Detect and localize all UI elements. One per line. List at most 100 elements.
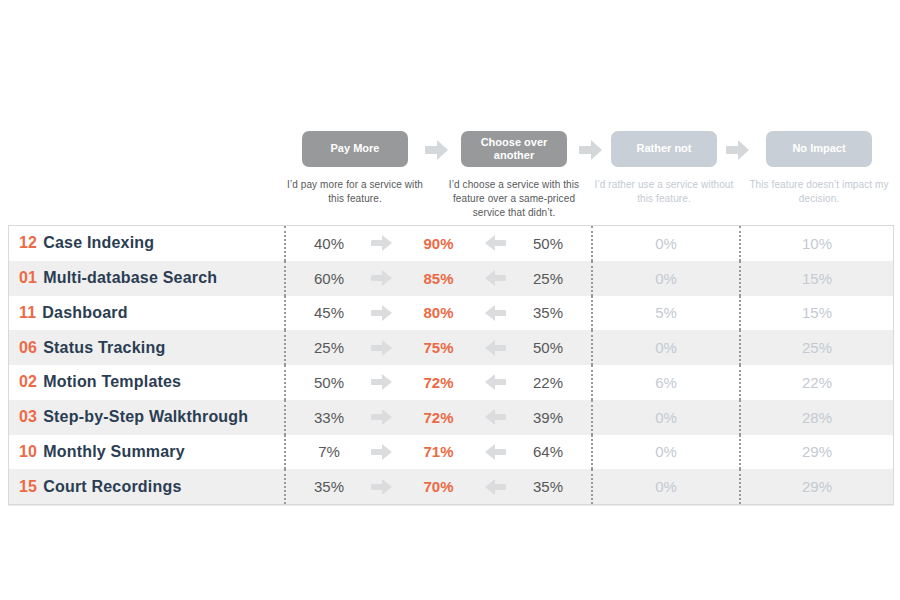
combined-total-value: 80% — [408, 304, 470, 321]
feature-survey-infographic: Pay More I’d pay more for a service with… — [0, 0, 900, 600]
choose-over-value: 35% — [523, 304, 573, 321]
legend-group-choose-over: Choose over another I’d choose a service… — [429, 131, 599, 221]
legend-description-rather-not: I’d rather use a service without this fe… — [588, 178, 740, 206]
no-impact-cell: 28% — [739, 400, 893, 435]
feature-number: 11 — [19, 304, 36, 322]
choose-over-value: 22% — [523, 374, 573, 391]
rather-not-value: 5% — [655, 304, 677, 321]
feature-label: Case Indexing — [43, 234, 154, 252]
no-impact-value: 10% — [802, 235, 832, 252]
arrow-left-icon — [485, 374, 507, 390]
feature-label: Dashboard — [42, 304, 127, 322]
legend-chip-choose-over[interactable]: Choose over another — [461, 131, 567, 167]
combined-total-value: 71% — [408, 443, 470, 460]
rather-not-value: 0% — [655, 443, 677, 460]
pay-more-value: 25% — [304, 339, 354, 356]
pay-choose-cell: 45% 80% 35% — [284, 296, 591, 331]
feature-name-cell: 03 Step-by-Step Walkthrough — [9, 400, 284, 435]
arrow-left-icon — [485, 479, 507, 495]
rather-not-cell: 6% — [591, 365, 739, 400]
no-impact-value: 25% — [802, 339, 832, 356]
combined-total-value: 72% — [408, 374, 470, 391]
combined-total-value: 85% — [408, 270, 470, 287]
legend-description-no-impact: This feature doesn’t impact my decision. — [743, 178, 895, 206]
legend-description-choose-over: I’d choose a service with this feature o… — [438, 178, 590, 221]
choose-over-value: 39% — [523, 409, 573, 426]
table-row: 02 Motion Templates 50% 72% 22% 6% 22% — [9, 365, 893, 400]
arrow-left-icon — [485, 340, 507, 356]
arrow-left-icon — [485, 270, 507, 286]
feature-name-cell: 01 Multi-database Search — [9, 261, 284, 296]
no-impact-cell: 29% — [739, 469, 893, 504]
rather-not-value: 6% — [655, 374, 677, 391]
arrow-right-icon — [370, 409, 392, 425]
arrow-left-icon — [485, 409, 507, 425]
feature-label: Court Recordings — [43, 478, 181, 496]
table-row: 12 Case Indexing 40% 90% 50% 0% 10% — [9, 226, 893, 261]
pay-more-value: 7% — [304, 443, 354, 460]
legend-chip-no-impact[interactable]: No Impact — [766, 131, 872, 167]
no-impact-value: 28% — [802, 409, 832, 426]
table-row: 10 Monthly Summary 7% 71% 64% 0% 29% — [9, 435, 893, 470]
feature-label: Step-by-Step Walkthrough — [43, 408, 248, 426]
feature-number: 10 — [19, 443, 37, 461]
feature-name-cell: 15 Court Recordings — [9, 469, 284, 504]
feature-number: 06 — [19, 339, 37, 357]
combined-total-value: 70% — [408, 478, 470, 495]
feature-number: 03 — [19, 408, 37, 426]
pay-choose-cell: 60% 85% 25% — [284, 261, 591, 296]
rather-not-cell: 0% — [591, 435, 739, 470]
no-impact-cell: 25% — [739, 330, 893, 365]
no-impact-cell: 15% — [739, 261, 893, 296]
no-impact-value: 15% — [802, 304, 832, 321]
feature-name-cell: 06 Status Tracking — [9, 330, 284, 365]
feature-label: Monthly Summary — [43, 443, 185, 461]
arrow-right-icon — [370, 305, 392, 321]
legend-description-pay-more: I’d pay more for a service with this fea… — [279, 178, 431, 206]
choose-over-value: 50% — [523, 339, 573, 356]
feature-label: Multi-database Search — [43, 269, 217, 287]
pay-more-value: 40% — [304, 235, 354, 252]
legend-chip-pay-more[interactable]: Pay More — [302, 131, 408, 167]
no-impact-cell: 10% — [739, 226, 893, 261]
choose-over-value: 35% — [523, 478, 573, 495]
feature-name-cell: 12 Case Indexing — [9, 226, 284, 261]
rather-not-cell: 0% — [591, 226, 739, 261]
pay-more-value: 50% — [304, 374, 354, 391]
no-impact-value: 29% — [802, 443, 832, 460]
rather-not-cell: 0% — [591, 261, 739, 296]
combined-total-value: 75% — [408, 339, 470, 356]
rather-not-value: 0% — [655, 339, 677, 356]
feature-number: 01 — [19, 269, 37, 287]
pay-choose-cell: 35% 70% 35% — [284, 469, 591, 504]
rather-not-cell: 0% — [591, 469, 739, 504]
choose-over-value: 50% — [523, 235, 573, 252]
feature-label: Status Tracking — [43, 339, 165, 357]
rather-not-cell: 5% — [591, 296, 739, 331]
arrow-right-icon — [370, 374, 392, 390]
pay-choose-cell: 50% 72% 22% — [284, 365, 591, 400]
feature-name-cell: 02 Motion Templates — [9, 365, 284, 400]
choose-over-value: 25% — [523, 270, 573, 287]
arrow-right-icon — [370, 270, 392, 286]
combined-total-value: 72% — [408, 409, 470, 426]
rather-not-value: 0% — [655, 409, 677, 426]
legend-chip-rather-not[interactable]: Rather not — [611, 131, 717, 167]
feature-name-cell: 10 Monthly Summary — [9, 435, 284, 470]
pay-choose-cell: 7% 71% 64% — [284, 435, 591, 470]
arrow-right-icon — [370, 340, 392, 356]
arrow-left-icon — [485, 235, 507, 251]
feature-number: 02 — [19, 373, 37, 391]
pay-choose-cell: 40% 90% 50% — [284, 226, 591, 261]
feature-label: Motion Templates — [43, 373, 181, 391]
feature-number: 15 — [19, 478, 37, 496]
feature-number: 12 — [19, 234, 37, 252]
no-impact-value: 22% — [802, 374, 832, 391]
arrow-left-icon — [485, 444, 507, 460]
pay-more-value: 33% — [304, 409, 354, 426]
combined-total-value: 90% — [408, 235, 470, 252]
rather-not-value: 0% — [655, 235, 677, 252]
no-impact-value: 15% — [802, 270, 832, 287]
arrow-left-icon — [485, 305, 507, 321]
no-impact-value: 29% — [802, 478, 832, 495]
